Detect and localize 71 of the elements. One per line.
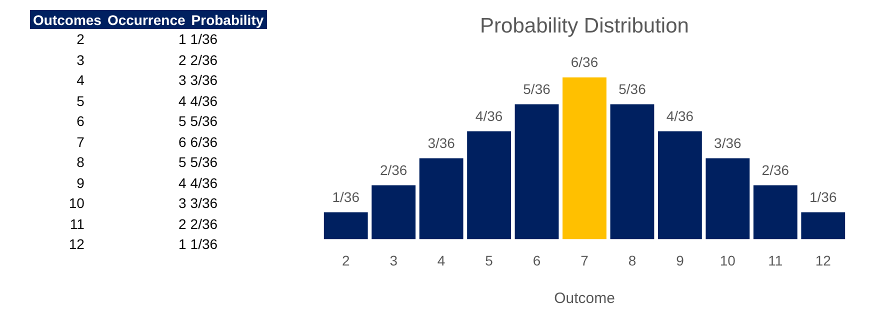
text: 3/36: [189, 71, 219, 90]
text: 2/36: [189, 214, 219, 234]
text: 3: [178, 71, 188, 90]
text: Occurrence: [104, 10, 188, 29]
bar: [562, 77, 606, 240]
data-label: 2/36: [380, 162, 408, 178]
text: 10: [68, 194, 86, 214]
text: 1/36: [189, 30, 219, 50]
bar: [753, 185, 798, 240]
data-label: 6/36: [570, 54, 598, 70]
text: 11: [68, 214, 86, 234]
x-tick-label: 9: [676, 252, 684, 268]
x-tick-label: 11: [768, 252, 783, 268]
text: 3: [178, 194, 188, 214]
text: 5: [178, 153, 188, 172]
text: Probability: [188, 10, 267, 29]
text: 4: [178, 174, 188, 193]
text: 3: [76, 50, 86, 70]
x-axis-title: Outcome: [554, 290, 615, 308]
text: 6/36: [189, 132, 219, 152]
text: 4: [76, 71, 86, 90]
text: 4: [178, 92, 188, 111]
text: 5: [76, 92, 86, 111]
x-tick-label: 4: [437, 252, 446, 268]
bar: [658, 131, 702, 240]
text: 8: [76, 153, 86, 172]
data-label: 4/36: [475, 108, 503, 124]
data-label: 2/36: [762, 162, 790, 178]
bar: [801, 212, 846, 240]
x-tick-label: 8: [628, 252, 636, 268]
text: 9: [76, 174, 86, 193]
text: 6: [178, 132, 188, 152]
text: Outcomes: [30, 10, 104, 29]
text: 4/36: [189, 174, 219, 193]
x-tick-label: 6: [532, 252, 541, 268]
data-label: 5/36: [618, 81, 646, 98]
text: 12: [68, 235, 86, 254]
text: 6: [76, 112, 86, 132]
data-label: 1/36: [810, 189, 837, 206]
text: 1: [178, 235, 188, 254]
chart-title: Probability Distribution: [480, 14, 689, 38]
data-label: 5/36: [523, 81, 551, 98]
text: 2: [76, 30, 86, 50]
x-tick-label: 12: [815, 252, 832, 268]
data-label: 3/36: [714, 135, 742, 152]
bar: [419, 158, 464, 240]
text: 1/36: [189, 235, 219, 254]
text: 2: [178, 50, 188, 70]
bar: [467, 131, 511, 240]
text: 1: [178, 30, 188, 50]
x-tick-label: 10: [720, 252, 736, 268]
x-tick-label: 7: [580, 252, 589, 268]
text: 2/36: [189, 50, 219, 70]
x-tick-label: 3: [390, 252, 398, 268]
text: 5/36: [189, 153, 219, 172]
x-tick-label: 5: [485, 252, 494, 268]
text: 4/36: [189, 92, 219, 111]
x-tick-label: 2: [342, 252, 350, 268]
bar: [610, 104, 654, 240]
bar: [514, 104, 559, 240]
text: 7: [76, 132, 86, 152]
data-label: 4/36: [666, 108, 694, 124]
text: 3/36: [189, 194, 219, 214]
text: 5: [178, 112, 188, 132]
data-label: 1/36: [332, 189, 360, 206]
bar: [324, 212, 368, 240]
text: 5/36: [189, 112, 219, 132]
data-label: 3/36: [428, 135, 456, 152]
text: 2: [178, 214, 188, 234]
bar: [706, 158, 750, 240]
bar: [372, 185, 416, 240]
